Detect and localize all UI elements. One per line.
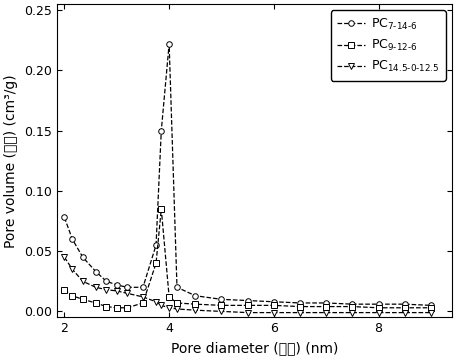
Legend: $\mathrm{PC}_{7\text{-}14\text{-}6}$, $\mathrm{PC}_{9\text{-}12\text{-}6}$, $\ma: $\mathrm{PC}_{7\text{-}14\text{-}6}$, $\… bbox=[330, 10, 445, 81]
Y-axis label: Pore volume (孔容) (cm³/g): Pore volume (孔容) (cm³/g) bbox=[4, 74, 18, 248]
X-axis label: Pore diameter (孔径) (nm): Pore diameter (孔径) (nm) bbox=[170, 341, 337, 355]
